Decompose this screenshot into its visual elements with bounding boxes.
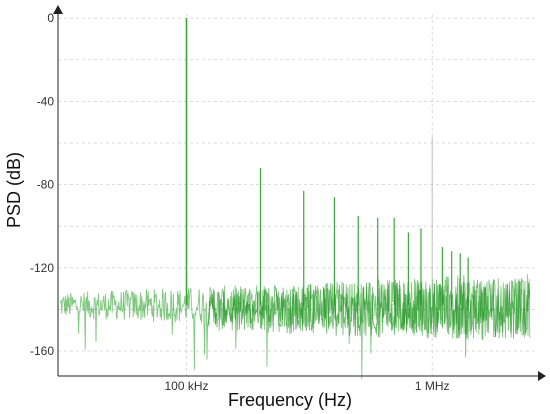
series-noise-floor (59, 274, 531, 380)
x-axis-arrow (538, 371, 546, 381)
x-tick-label: 100 kHz (164, 379, 208, 393)
y-tick-label: -160 (30, 344, 54, 358)
tick-labels: 0 -40 -80 -120 -160 100 kHz 1 MHz (30, 11, 450, 393)
y-tick-label: -120 (30, 261, 54, 275)
series-tones (185, 18, 469, 306)
x-tick-label: 1 MHz (415, 379, 450, 393)
y-axis-arrow (53, 5, 63, 14)
y-tick-label: -40 (37, 94, 55, 108)
y-tick-label: -80 (37, 178, 55, 192)
y-axis-title: PSD (dB) (4, 152, 24, 228)
y-tick-label: 0 (47, 11, 54, 25)
axes (53, 5, 546, 381)
x-axis-title: Frequency (Hz) (228, 390, 352, 410)
noise-trace-dense (207, 278, 531, 341)
